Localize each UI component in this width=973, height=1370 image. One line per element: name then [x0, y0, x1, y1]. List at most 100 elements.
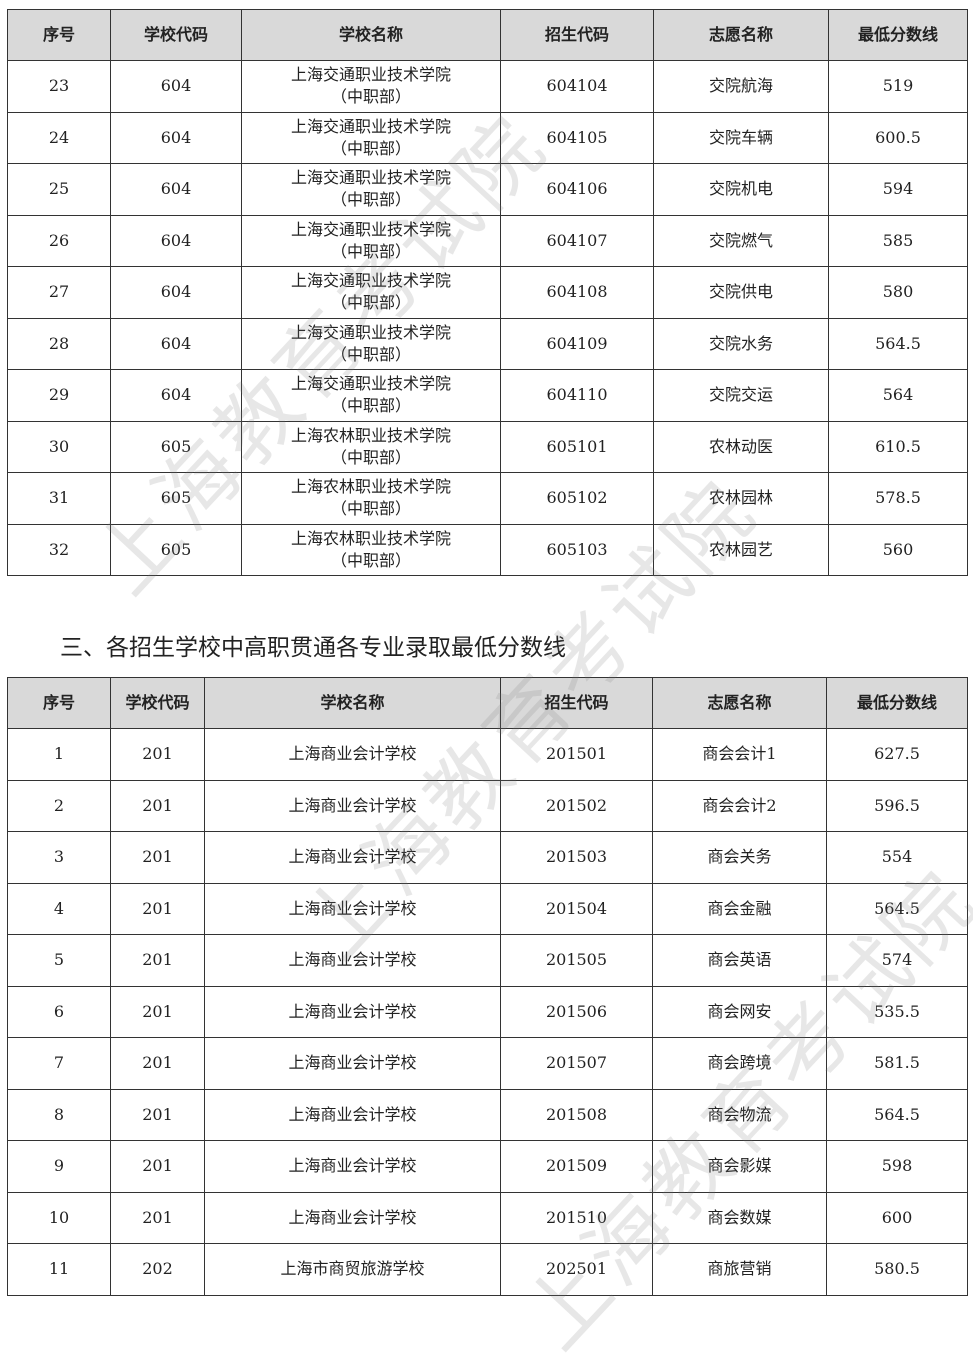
cell-school-code: 201	[110, 1140, 205, 1193]
cell-index: 7	[7, 1037, 111, 1090]
cell-index: 8	[7, 1088, 111, 1141]
cell-school-code: 604	[110, 163, 242, 216]
cell-enroll-code: 201504	[500, 882, 653, 935]
column-header: 最低分数线	[826, 677, 968, 729]
cell-school-name: 上海农林职业技术学院 （中职部）	[241, 420, 501, 473]
cell-school-code: 201	[110, 831, 205, 884]
table-row: 29 604 上海交通职业技术学院 （中职部） 604110 交院交运 564	[7, 369, 968, 422]
cell-major-name: 商会网安	[652, 985, 827, 1038]
score-table-1: 序号 学校代码 学校名称 招生代码 志愿名称 最低分数线 23 604 上海交通职业技术学院 （中…	[7, 9, 968, 576]
school-name-suffix: （中职部）	[330, 550, 411, 570]
cell-school-name: 上海交通职业技术学院 （中职部）	[241, 111, 501, 164]
cell-enroll-code: 604109	[500, 317, 654, 370]
cell-enroll-code: 604104	[500, 60, 654, 113]
cell-school-code: 201	[110, 779, 205, 832]
cell-major-name: 商会影媒	[652, 1140, 827, 1193]
cell-school-code: 604	[110, 369, 242, 422]
cell-enroll-code: 201502	[500, 779, 653, 832]
cell-school-name: 上海商业会计学校	[204, 934, 501, 987]
cell-school-code: 604	[110, 266, 242, 319]
cell-min-score: 560	[828, 523, 968, 576]
cell-enroll-code: 605102	[500, 472, 654, 525]
cell-enroll-code: 604106	[500, 163, 654, 216]
cell-index: 28	[7, 317, 111, 370]
cell-index: 1	[7, 728, 111, 781]
table-row: 11 202 上海市商贸旅游学校 202501 商旅营销 580.5	[7, 1243, 968, 1296]
cell-major-name: 交院水务	[653, 317, 829, 370]
school-name-line: 上海交通职业技术学院	[290, 116, 451, 136]
cell-min-score: 627.5	[826, 728, 968, 781]
cell-enroll-code: 202501	[500, 1243, 653, 1296]
cell-major-name: 交院航海	[653, 60, 829, 113]
cell-min-score: 600	[826, 1191, 968, 1244]
cell-school-name: 上海农林职业技术学院 （中职部）	[241, 472, 501, 525]
table-row: 30 605 上海农林职业技术学院 （中职部） 605101 农林动医 610.5	[7, 420, 968, 473]
school-name-suffix: （中职部）	[330, 344, 411, 364]
table-row: 1 201 上海商业会计学校 201501 商会会计1 627.5	[7, 728, 968, 781]
score-table-2: 序号 学校代码 学校名称 招生代码 志愿名称 最低分数线 1 201 上海商业会计学校 20150…	[7, 677, 968, 1296]
cell-school-name: 上海交通职业技术学院 （中职部）	[241, 369, 501, 422]
cell-index: 6	[7, 985, 111, 1038]
cell-min-score: 564.5	[826, 1088, 968, 1141]
cell-school-name: 上海商业会计学校	[204, 728, 501, 781]
table-row: 2 201 上海商业会计学校 201502 商会会计2 596.5	[7, 779, 968, 832]
cell-min-score: 594	[828, 163, 968, 216]
cell-major-name: 商会会计2	[652, 779, 827, 832]
table-row: 7 201 上海商业会计学校 201507 商会跨境 581.5	[7, 1037, 968, 1090]
cell-school-code: 202	[110, 1243, 205, 1296]
school-name-suffix: （中职部）	[330, 241, 411, 261]
section-title: 三、各招生学校中高职贯通各专业录取最低分数线	[60, 635, 566, 661]
cell-school-code: 201	[110, 882, 205, 935]
cell-school-code: 201	[110, 1088, 205, 1141]
table-row: 5 201 上海商业会计学校 201505 商会英语 574	[7, 934, 968, 987]
cell-index: 26	[7, 214, 111, 267]
cell-major-name: 商会会计1	[652, 728, 827, 781]
table-row: 28 604 上海交通职业技术学院 （中职部） 604109 交院水务 564.5	[7, 317, 968, 370]
cell-major-name: 交院燃气	[653, 214, 829, 267]
cell-min-score: 554	[826, 831, 968, 884]
cell-min-score: 519	[828, 60, 968, 113]
cell-index: 4	[7, 882, 111, 935]
column-header: 志愿名称	[652, 677, 827, 729]
cell-min-score: 574	[826, 934, 968, 987]
cell-min-score: 596.5	[826, 779, 968, 832]
school-name-line: 上海交通职业技术学院	[290, 322, 451, 342]
cell-index: 9	[7, 1140, 111, 1193]
cell-major-name: 商会物流	[652, 1088, 827, 1141]
cell-min-score: 564.5	[826, 882, 968, 935]
cell-school-name: 上海交通职业技术学院 （中职部）	[241, 60, 501, 113]
cell-major-name: 交院机电	[653, 163, 829, 216]
column-header: 招生代码	[500, 677, 653, 729]
cell-index: 10	[7, 1191, 111, 1244]
cell-major-name: 农林动医	[653, 420, 829, 473]
cell-index: 25	[7, 163, 111, 216]
school-name-line: 上海农林职业技术学院	[290, 477, 451, 497]
table-row: 3 201 上海商业会计学校 201503 商会关务 554	[7, 831, 968, 884]
table-row: 9 201 上海商业会计学校 201509 商会影媒 598	[7, 1140, 968, 1193]
cell-enroll-code: 201501	[500, 728, 653, 781]
school-name-line: 上海交通职业技术学院	[290, 168, 451, 188]
cell-enroll-code: 604107	[500, 214, 654, 267]
table-row: 4 201 上海商业会计学校 201504 商会金融 564.5	[7, 882, 968, 935]
cell-major-name: 商会数媒	[652, 1191, 827, 1244]
cell-min-score: 535.5	[826, 985, 968, 1038]
school-name-suffix: （中职部）	[330, 138, 411, 158]
cell-school-name: 上海商业会计学校	[204, 882, 501, 935]
table-row: 10 201 上海商业会计学校 201510 商会数媒 600	[7, 1191, 968, 1244]
cell-major-name: 商旅营销	[652, 1243, 827, 1296]
school-name-suffix: （中职部）	[330, 396, 411, 416]
table-row: 8 201 上海商业会计学校 201508 商会物流 564.5	[7, 1088, 968, 1141]
cell-enroll-code: 201503	[500, 831, 653, 884]
cell-school-name: 上海商业会计学校	[204, 1088, 501, 1141]
cell-school-name: 上海商业会计学校	[204, 779, 501, 832]
cell-school-name: 上海交通职业技术学院 （中职部）	[241, 266, 501, 319]
cell-school-code: 201	[110, 1191, 205, 1244]
cell-enroll-code: 201506	[500, 985, 653, 1038]
cell-major-name: 商会关务	[652, 831, 827, 884]
school-name-line: 上海农林职业技术学院	[290, 528, 451, 548]
cell-enroll-code: 201507	[500, 1037, 653, 1090]
cell-school-code: 604	[110, 111, 242, 164]
school-name-line: 上海交通职业技术学院	[290, 219, 451, 239]
table-row: 26 604 上海交通职业技术学院 （中职部） 604107 交院燃气 585	[7, 214, 968, 267]
table-row: 25 604 上海交通职业技术学院 （中职部） 604106 交院机电 594	[7, 163, 968, 216]
